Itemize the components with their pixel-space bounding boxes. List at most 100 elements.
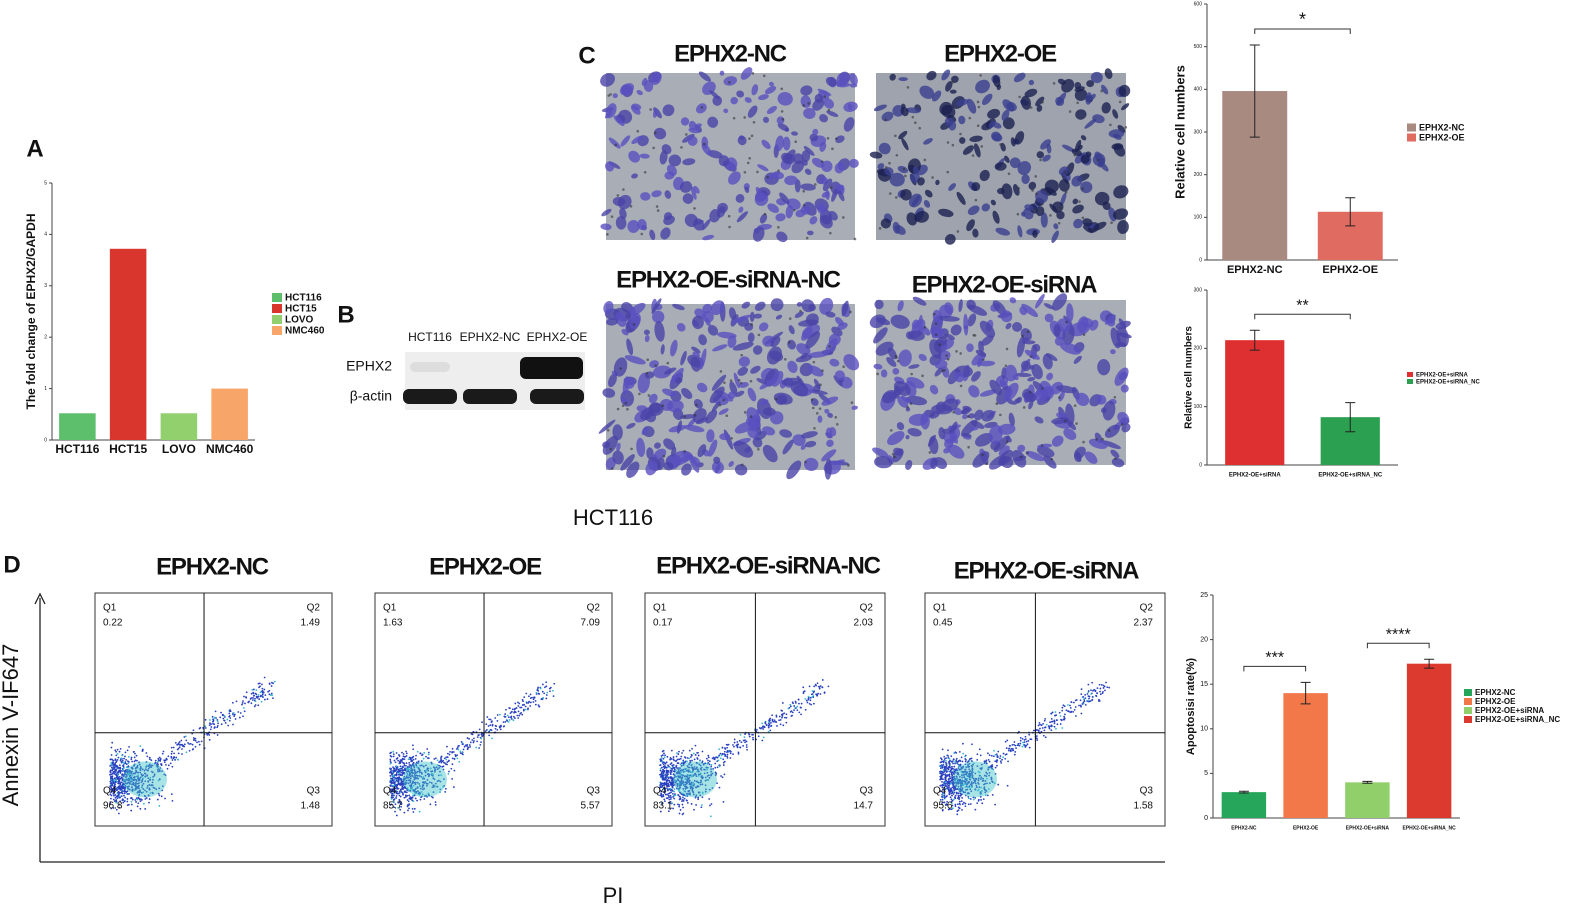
event — [718, 765, 721, 768]
event — [122, 787, 125, 790]
event — [395, 797, 398, 799]
cell — [706, 429, 715, 443]
event — [427, 757, 430, 760]
event — [662, 772, 665, 775]
event — [209, 728, 212, 731]
cell — [643, 329, 650, 335]
quadrant-name: Q3 — [307, 786, 321, 797]
event — [736, 741, 739, 743]
event — [126, 779, 128, 781]
event — [390, 768, 392, 771]
event — [717, 759, 720, 762]
event — [945, 803, 948, 806]
event — [204, 725, 207, 728]
event — [144, 768, 147, 771]
event — [704, 762, 707, 765]
event — [969, 798, 972, 800]
bar — [1221, 792, 1267, 818]
event — [789, 710, 792, 713]
event — [156, 762, 159, 765]
cell — [777, 92, 793, 106]
event — [433, 778, 436, 781]
pore — [968, 116, 972, 120]
event — [163, 761, 166, 764]
cell — [681, 463, 692, 476]
event — [661, 802, 663, 805]
event — [505, 719, 508, 721]
event — [994, 766, 997, 769]
event — [941, 748, 944, 751]
pore — [636, 129, 640, 133]
event — [119, 777, 122, 780]
event — [789, 703, 792, 706]
event — [964, 758, 967, 760]
cell — [1001, 183, 1013, 200]
cell — [664, 367, 677, 375]
event — [110, 763, 113, 766]
event — [662, 768, 664, 771]
cell — [666, 164, 677, 176]
cell — [1036, 446, 1055, 458]
event — [672, 778, 675, 780]
cell — [811, 157, 825, 168]
cell — [834, 316, 844, 326]
cell — [988, 121, 996, 129]
cell — [744, 97, 752, 103]
event — [662, 791, 665, 794]
event — [686, 795, 689, 797]
event — [272, 697, 274, 700]
event — [153, 774, 156, 777]
event — [662, 794, 665, 796]
cell — [705, 409, 718, 424]
event — [194, 745, 197, 748]
event — [415, 763, 417, 765]
event — [742, 739, 745, 742]
cell — [800, 205, 811, 215]
event — [403, 782, 405, 785]
event — [413, 807, 416, 810]
event — [427, 772, 430, 775]
cell — [687, 354, 704, 368]
event — [690, 756, 692, 758]
event — [964, 802, 967, 805]
event — [124, 755, 126, 758]
event — [659, 810, 662, 813]
event — [254, 704, 257, 706]
pore — [896, 359, 900, 363]
pore — [729, 379, 733, 383]
event — [949, 759, 951, 762]
event — [414, 797, 417, 800]
cell — [1028, 400, 1034, 410]
event — [678, 750, 680, 753]
event — [684, 787, 687, 790]
quadrant-value: 95.6 — [933, 801, 953, 812]
event — [268, 689, 271, 692]
event — [115, 778, 118, 781]
event — [748, 735, 751, 738]
pore — [781, 118, 785, 121]
event — [411, 782, 414, 784]
event — [701, 760, 704, 763]
event — [122, 799, 125, 801]
event — [472, 741, 475, 744]
event — [672, 807, 674, 810]
event — [714, 762, 717, 765]
cell — [835, 135, 845, 144]
y-tick-label: 3 — [44, 283, 47, 289]
event — [233, 713, 236, 716]
bar — [1345, 782, 1390, 818]
event — [985, 759, 988, 762]
event — [126, 798, 129, 800]
cell — [905, 107, 921, 114]
event — [942, 773, 945, 776]
event — [257, 682, 260, 685]
event — [676, 783, 679, 785]
event — [425, 764, 427, 767]
event — [1064, 713, 1066, 716]
event — [686, 801, 689, 804]
event — [147, 780, 150, 783]
flow-plot — [374, 592, 613, 827]
event — [538, 693, 541, 695]
event — [119, 767, 122, 770]
event — [1099, 690, 1101, 693]
